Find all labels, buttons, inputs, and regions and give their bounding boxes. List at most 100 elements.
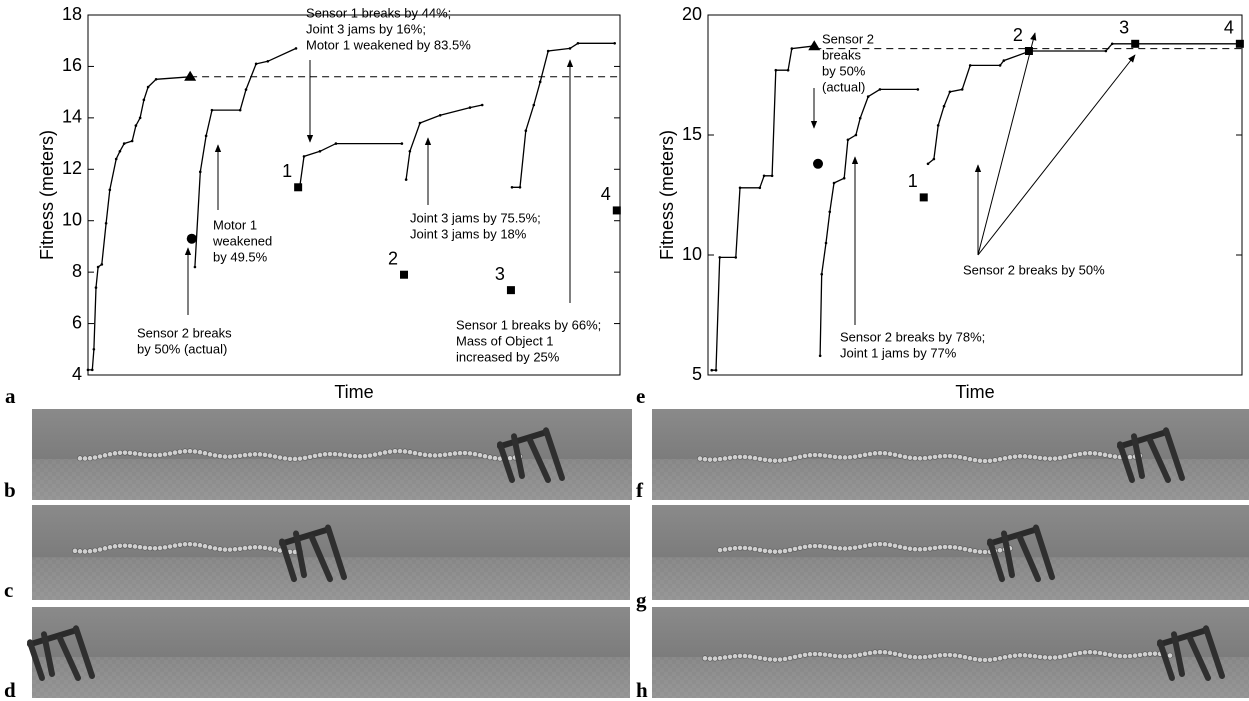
trail-ball xyxy=(707,655,713,662)
trail-ball xyxy=(1067,652,1073,658)
annotation: Joint 3 jams by 18% xyxy=(410,226,527,241)
trail-ball xyxy=(897,452,903,459)
trail-ball xyxy=(297,455,303,462)
step-dot xyxy=(198,170,202,174)
trail-ball xyxy=(202,543,208,550)
trail-ball xyxy=(712,456,718,463)
trail-ball xyxy=(1007,454,1013,461)
trail-ball xyxy=(812,651,818,657)
trail-ball xyxy=(457,450,463,456)
trail-ball xyxy=(922,546,928,552)
step-dot xyxy=(613,41,616,45)
y-tick-label: 18 xyxy=(62,4,82,24)
triangle-marker xyxy=(808,40,821,51)
step-dot xyxy=(734,256,738,259)
trail-ball xyxy=(827,652,833,659)
trail-ball xyxy=(1022,652,1028,659)
step-dot xyxy=(770,174,774,178)
trail-ball xyxy=(272,546,278,553)
trail-ball xyxy=(392,448,398,455)
step-dot xyxy=(130,139,134,143)
trail-ball xyxy=(127,450,133,456)
trail-ball xyxy=(487,454,493,461)
step-dot xyxy=(846,138,850,142)
robot-body xyxy=(279,526,331,547)
trail-ball xyxy=(777,548,783,555)
trail-ball xyxy=(892,451,898,458)
trail-ball xyxy=(192,448,198,455)
trail-ball xyxy=(122,449,128,456)
trail-ball xyxy=(157,452,163,458)
trail-ball xyxy=(492,455,498,462)
trail-ball xyxy=(1072,651,1078,657)
step-dot xyxy=(302,155,306,158)
trail-ball xyxy=(802,452,808,459)
trail-ball xyxy=(717,456,723,463)
trail-ball xyxy=(727,454,733,461)
step-dot xyxy=(932,157,936,161)
panel-label: f xyxy=(636,478,644,502)
trail-ball xyxy=(942,544,948,550)
trail-ball xyxy=(482,453,488,460)
trail-ball xyxy=(352,453,358,460)
trail-ball xyxy=(447,451,453,457)
step-dot xyxy=(714,368,718,372)
trail-ball xyxy=(987,656,993,663)
trail-ball xyxy=(112,450,118,457)
trail-ball xyxy=(147,545,153,552)
sim-image xyxy=(32,409,632,500)
step-dot xyxy=(824,241,828,245)
trail-ball xyxy=(877,649,883,655)
trail-ball xyxy=(252,451,258,458)
annotation: increased by 25% xyxy=(456,349,560,364)
robot-body xyxy=(497,429,549,450)
trail-ball xyxy=(1042,654,1048,661)
trail-ball xyxy=(767,656,773,663)
trail-ball xyxy=(787,547,793,553)
step-dot xyxy=(294,47,298,50)
fitness-line xyxy=(405,104,483,180)
annotation: by 49.5% xyxy=(213,249,268,264)
trail-ball xyxy=(887,450,893,457)
robot-leg xyxy=(325,524,347,581)
trail-ball xyxy=(867,542,873,548)
trail-ball xyxy=(467,450,473,457)
trail-ball xyxy=(472,451,478,458)
trail-ball xyxy=(317,452,323,458)
trail-ball xyxy=(792,654,798,660)
trail-ball xyxy=(837,545,843,552)
trail-ball xyxy=(197,542,203,549)
robot-leg xyxy=(497,441,515,483)
step-dot xyxy=(94,286,98,289)
trail-ball xyxy=(862,542,868,549)
point-label: 1 xyxy=(282,161,292,181)
trail-ball xyxy=(887,649,893,656)
trail-ball xyxy=(997,547,1003,554)
trail-ball xyxy=(1142,651,1148,658)
trail-ball xyxy=(972,548,978,555)
trail-ball xyxy=(422,451,428,458)
step-dot xyxy=(104,221,108,225)
trail-ball xyxy=(737,453,743,460)
trail-ball xyxy=(782,548,788,554)
annotation: Sensor 1 breaks by 66%; xyxy=(456,317,601,332)
annotation: weakened xyxy=(212,233,272,248)
trail-ball xyxy=(1002,654,1008,661)
trail-ball xyxy=(907,545,913,552)
step-dot xyxy=(758,186,762,190)
point-label: 4 xyxy=(601,184,611,204)
trail-ball xyxy=(242,545,248,552)
trail-ball xyxy=(237,452,243,459)
trail-ball xyxy=(1032,653,1038,660)
trail-ball xyxy=(1082,649,1088,656)
x-axis-label: Time xyxy=(334,382,373,402)
trail-ball xyxy=(792,546,798,552)
trail-ball xyxy=(172,449,178,456)
trail-ball xyxy=(717,655,723,662)
trail-ball xyxy=(1132,652,1138,659)
trail-ball xyxy=(1057,654,1063,660)
trail-ball xyxy=(882,541,888,548)
trail-ball xyxy=(897,543,903,550)
sim-image xyxy=(652,505,1249,600)
trail-ball xyxy=(222,546,228,553)
